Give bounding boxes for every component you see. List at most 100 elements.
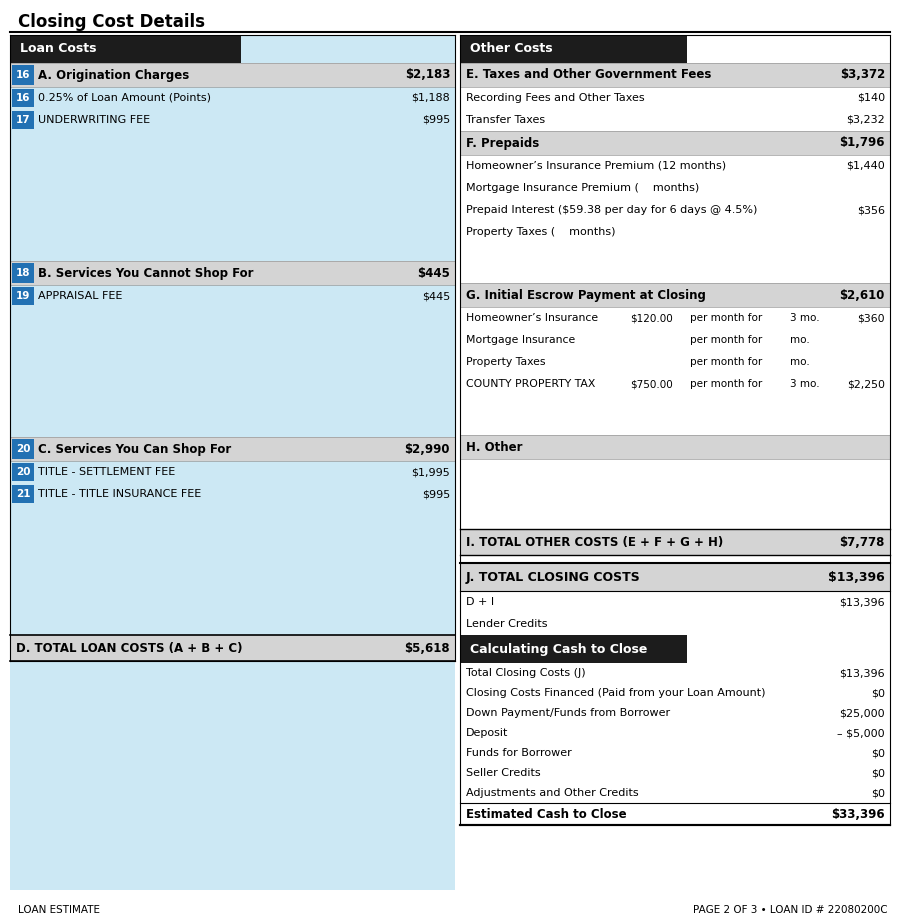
Bar bbox=[460, 563, 890, 591]
Bar bbox=[460, 435, 890, 459]
Bar bbox=[460, 307, 890, 329]
Text: Calculating Cash to Close: Calculating Cash to Close bbox=[470, 643, 647, 656]
Text: 21: 21 bbox=[16, 489, 31, 499]
Bar bbox=[12, 111, 34, 129]
Text: G. Initial Escrow Payment at Closing: G. Initial Escrow Payment at Closing bbox=[466, 289, 706, 301]
Text: per month for: per month for bbox=[690, 335, 762, 345]
Bar bbox=[10, 109, 455, 131]
Text: Property Taxes: Property Taxes bbox=[466, 357, 545, 367]
Text: B. Services You Cannot Shop For: B. Services You Cannot Shop For bbox=[38, 266, 254, 279]
Text: H. Other: H. Other bbox=[466, 441, 523, 454]
Text: $445: $445 bbox=[417, 266, 450, 279]
Text: Homeowner’s Insurance: Homeowner’s Insurance bbox=[466, 313, 598, 323]
Bar bbox=[460, 283, 890, 307]
Text: COUNTY PROPERTY TAX: COUNTY PROPERTY TAX bbox=[466, 379, 596, 389]
Bar bbox=[460, 351, 890, 373]
Text: Estimated Cash to Close: Estimated Cash to Close bbox=[466, 808, 626, 821]
Bar bbox=[10, 285, 455, 307]
Bar bbox=[10, 63, 455, 87]
Text: Funds for Borrower: Funds for Borrower bbox=[466, 748, 572, 758]
Bar bbox=[12, 263, 34, 283]
Text: $13,396: $13,396 bbox=[840, 668, 885, 678]
Text: $0: $0 bbox=[871, 788, 885, 798]
Text: Closing Cost Details: Closing Cost Details bbox=[18, 13, 205, 31]
Bar bbox=[12, 89, 34, 107]
Bar bbox=[10, 261, 455, 285]
Bar bbox=[460, 783, 890, 803]
Bar bbox=[460, 87, 890, 109]
Text: $3,232: $3,232 bbox=[846, 115, 885, 125]
Text: 16: 16 bbox=[16, 70, 31, 80]
Bar bbox=[460, 199, 890, 221]
Text: Homeowner’s Insurance Premium (12 months): Homeowner’s Insurance Premium (12 months… bbox=[466, 161, 726, 171]
Text: PAGE 2 OF 3 • LOAN ID # 22080200C: PAGE 2 OF 3 • LOAN ID # 22080200C bbox=[693, 905, 888, 915]
Text: $0: $0 bbox=[871, 748, 885, 758]
Text: Transfer Taxes: Transfer Taxes bbox=[466, 115, 545, 125]
Text: LOAN ESTIMATE: LOAN ESTIMATE bbox=[18, 905, 100, 915]
Bar bbox=[460, 555, 890, 563]
Text: $1,796: $1,796 bbox=[840, 136, 885, 149]
Text: $140: $140 bbox=[857, 93, 885, 103]
Text: Total Closing Costs (J): Total Closing Costs (J) bbox=[466, 668, 586, 678]
Bar bbox=[460, 591, 890, 613]
Text: 0.25% of Loan Amount (Points): 0.25% of Loan Amount (Points) bbox=[38, 93, 211, 103]
Text: UNDERWRITING FEE: UNDERWRITING FEE bbox=[38, 115, 150, 125]
Bar bbox=[10, 437, 455, 461]
Bar bbox=[460, 803, 890, 825]
Text: D. TOTAL LOAN COSTS (A + B + C): D. TOTAL LOAN COSTS (A + B + C) bbox=[16, 642, 242, 655]
Text: E. Taxes and Other Government Fees: E. Taxes and Other Government Fees bbox=[466, 68, 711, 81]
Text: F. Prepaids: F. Prepaids bbox=[466, 136, 539, 149]
Text: per month for: per month for bbox=[690, 379, 762, 389]
Text: I. TOTAL OTHER COSTS (E + F + G + H): I. TOTAL OTHER COSTS (E + F + G + H) bbox=[466, 536, 724, 549]
Text: TITLE - SETTLEMENT FEE: TITLE - SETTLEMENT FEE bbox=[38, 467, 176, 477]
Text: $1,188: $1,188 bbox=[411, 93, 450, 103]
Text: per month for: per month for bbox=[690, 357, 762, 367]
Bar bbox=[10, 461, 455, 483]
Text: $2,183: $2,183 bbox=[405, 68, 450, 81]
Text: A. Origination Charges: A. Origination Charges bbox=[38, 68, 189, 81]
Bar bbox=[12, 65, 34, 85]
Bar bbox=[10, 483, 455, 505]
Bar bbox=[687, 635, 890, 663]
Text: $995: $995 bbox=[422, 115, 450, 125]
Bar bbox=[460, 35, 687, 63]
Text: $0: $0 bbox=[871, 688, 885, 698]
Bar bbox=[460, 373, 890, 395]
Text: Other Costs: Other Costs bbox=[470, 42, 553, 55]
Text: Mortgage Insurance: Mortgage Insurance bbox=[466, 335, 575, 345]
Bar bbox=[12, 485, 34, 503]
Bar bbox=[12, 463, 34, 481]
Text: Prepaid Interest ($59.38 per day for 6 days @ 4.5%): Prepaid Interest ($59.38 per day for 6 d… bbox=[466, 205, 758, 215]
Text: $1,440: $1,440 bbox=[846, 161, 885, 171]
Text: $7,778: $7,778 bbox=[840, 536, 885, 549]
Bar bbox=[460, 723, 890, 743]
Bar bbox=[460, 529, 890, 555]
Text: 16: 16 bbox=[16, 93, 31, 103]
Text: Adjustments and Other Credits: Adjustments and Other Credits bbox=[466, 788, 639, 798]
Bar bbox=[460, 155, 890, 177]
Text: J. TOTAL CLOSING COSTS: J. TOTAL CLOSING COSTS bbox=[466, 571, 641, 584]
Text: Deposit: Deposit bbox=[466, 728, 508, 738]
Text: Mortgage Insurance Premium (    months): Mortgage Insurance Premium ( months) bbox=[466, 183, 699, 193]
Bar bbox=[460, 177, 890, 199]
Text: APPRAISAL FEE: APPRAISAL FEE bbox=[38, 291, 122, 301]
Bar bbox=[12, 439, 34, 459]
Bar bbox=[687, 35, 890, 63]
Bar bbox=[460, 459, 890, 529]
Text: $13,396: $13,396 bbox=[840, 597, 885, 607]
Bar bbox=[460, 663, 890, 683]
Text: 3 mo.: 3 mo. bbox=[790, 379, 820, 389]
Text: Down Payment/Funds from Borrower: Down Payment/Funds from Borrower bbox=[466, 708, 670, 718]
Text: $5,618: $5,618 bbox=[404, 642, 450, 655]
Text: Seller Credits: Seller Credits bbox=[466, 768, 541, 778]
Bar bbox=[460, 221, 890, 243]
Text: $360: $360 bbox=[858, 313, 885, 323]
Text: mo.: mo. bbox=[790, 335, 810, 345]
Bar bbox=[460, 683, 890, 703]
Text: $3,372: $3,372 bbox=[840, 68, 885, 81]
Bar bbox=[460, 395, 890, 435]
Text: $995: $995 bbox=[422, 489, 450, 499]
Text: Closing Costs Financed (Paid from your Loan Amount): Closing Costs Financed (Paid from your L… bbox=[466, 688, 766, 698]
Bar bbox=[460, 743, 890, 763]
Bar bbox=[460, 763, 890, 783]
